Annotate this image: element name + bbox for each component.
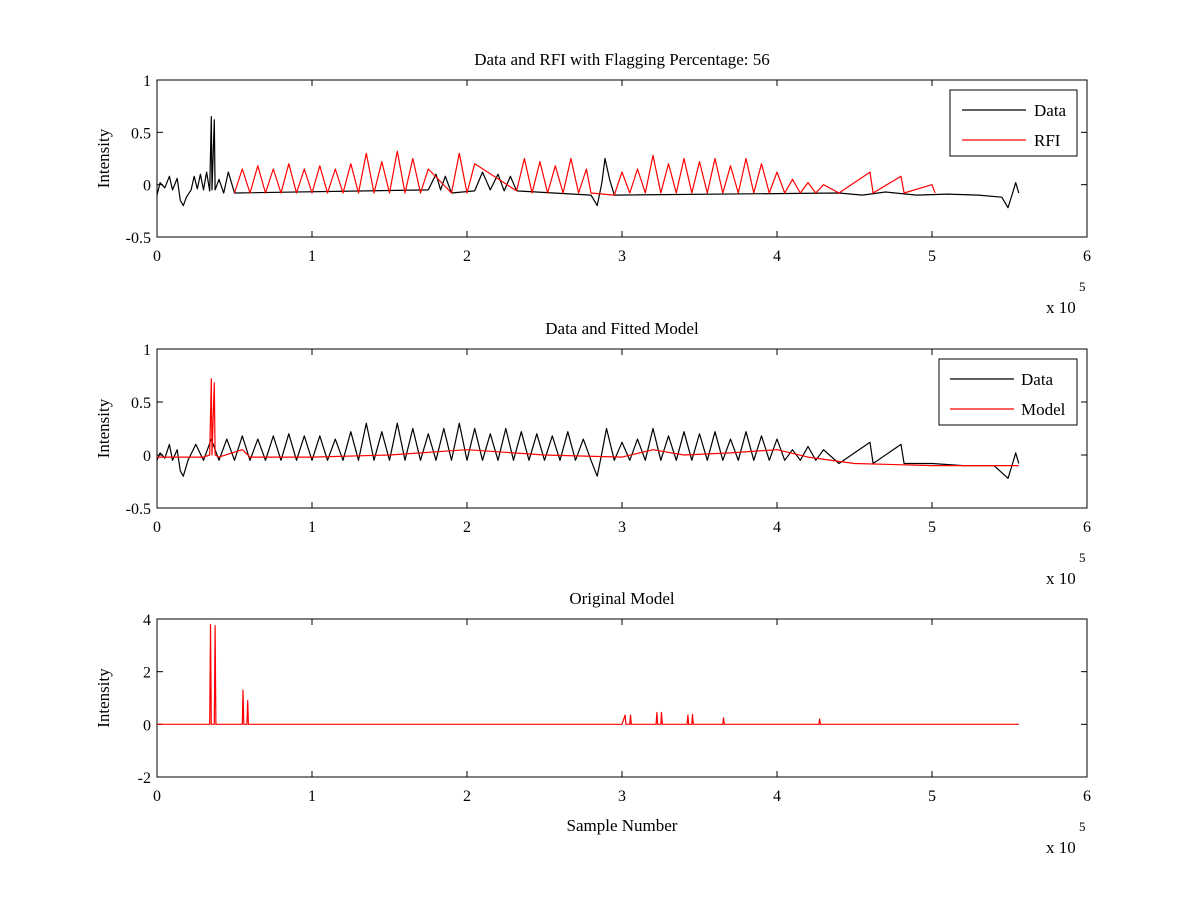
y-axis-label: Intensity xyxy=(94,128,113,188)
y-tick-label: -0.5 xyxy=(126,501,151,518)
x-tick-label: 1 xyxy=(308,519,316,536)
x-tick-label: 6 xyxy=(1083,248,1091,265)
chart-title: Data and RFI with Flagging Percentage: 5… xyxy=(474,50,770,69)
series-line-rfi xyxy=(233,150,936,196)
y-tick-label: 0.5 xyxy=(131,395,151,412)
legend-label: Model xyxy=(1021,400,1066,419)
legend-label: RFI xyxy=(1034,131,1061,150)
x-exponent-power: 5 xyxy=(1079,819,1086,834)
x-axis-label: Sample Number xyxy=(567,816,678,835)
x-tick-label: 4 xyxy=(773,248,781,265)
y-tick-label: -0.5 xyxy=(126,230,151,247)
x-tick-label: 2 xyxy=(463,788,471,805)
x-tick-label: 3 xyxy=(618,248,626,265)
x-exponent-power: 5 xyxy=(1079,279,1086,294)
x-exponent-base: x 10 xyxy=(1046,569,1076,588)
x-tick-label: 5 xyxy=(928,248,936,265)
x-exponent-base: x 10 xyxy=(1046,298,1076,317)
y-axis-label: Intensity xyxy=(94,398,113,458)
x-tick-label: 1 xyxy=(308,788,316,805)
chart-title: Data and Fitted Model xyxy=(545,319,699,338)
x-tick-label: 5 xyxy=(928,519,936,536)
y-tick-label: 0 xyxy=(143,178,151,195)
y-tick-label: 4 xyxy=(143,612,151,629)
y-tick-label: -2 xyxy=(138,770,151,787)
x-tick-label: 0 xyxy=(153,248,161,265)
legend-label: Data xyxy=(1021,370,1054,389)
y-tick-label: 1 xyxy=(143,342,151,359)
x-tick-label: 0 xyxy=(153,788,161,805)
x-tick-label: 1 xyxy=(308,248,316,265)
x-tick-label: 6 xyxy=(1083,788,1091,805)
x-tick-label: 6 xyxy=(1083,519,1091,536)
x-tick-label: 4 xyxy=(773,519,781,536)
y-tick-label: 0.5 xyxy=(131,125,151,142)
x-tick-label: 2 xyxy=(463,248,471,265)
y-axis-label: Intensity xyxy=(94,668,113,728)
x-exponent-base: x 10 xyxy=(1046,838,1076,857)
series-line-data xyxy=(157,422,1020,479)
x-tick-label: 3 xyxy=(618,519,626,536)
y-tick-label: 2 xyxy=(143,665,151,682)
y-tick-label: 0 xyxy=(143,717,151,734)
series-line-data xyxy=(157,116,1020,209)
x-tick-label: 5 xyxy=(928,788,936,805)
series-line-model xyxy=(157,623,1019,725)
legend: Data RFI xyxy=(949,89,1078,157)
chart-title: Original Model xyxy=(569,589,675,608)
legend-label: Data xyxy=(1034,101,1067,120)
x-tick-label: 4 xyxy=(773,788,781,805)
y-tick-label: 0 xyxy=(143,448,151,465)
x-tick-label: 3 xyxy=(618,788,626,805)
x-tick-label: 2 xyxy=(463,519,471,536)
y-tick-label: 1 xyxy=(143,73,151,90)
series-line-model xyxy=(157,378,1019,467)
x-exponent-power: 5 xyxy=(1079,550,1086,565)
x-tick-label: 0 xyxy=(153,519,161,536)
legend: Data Model xyxy=(938,358,1078,426)
